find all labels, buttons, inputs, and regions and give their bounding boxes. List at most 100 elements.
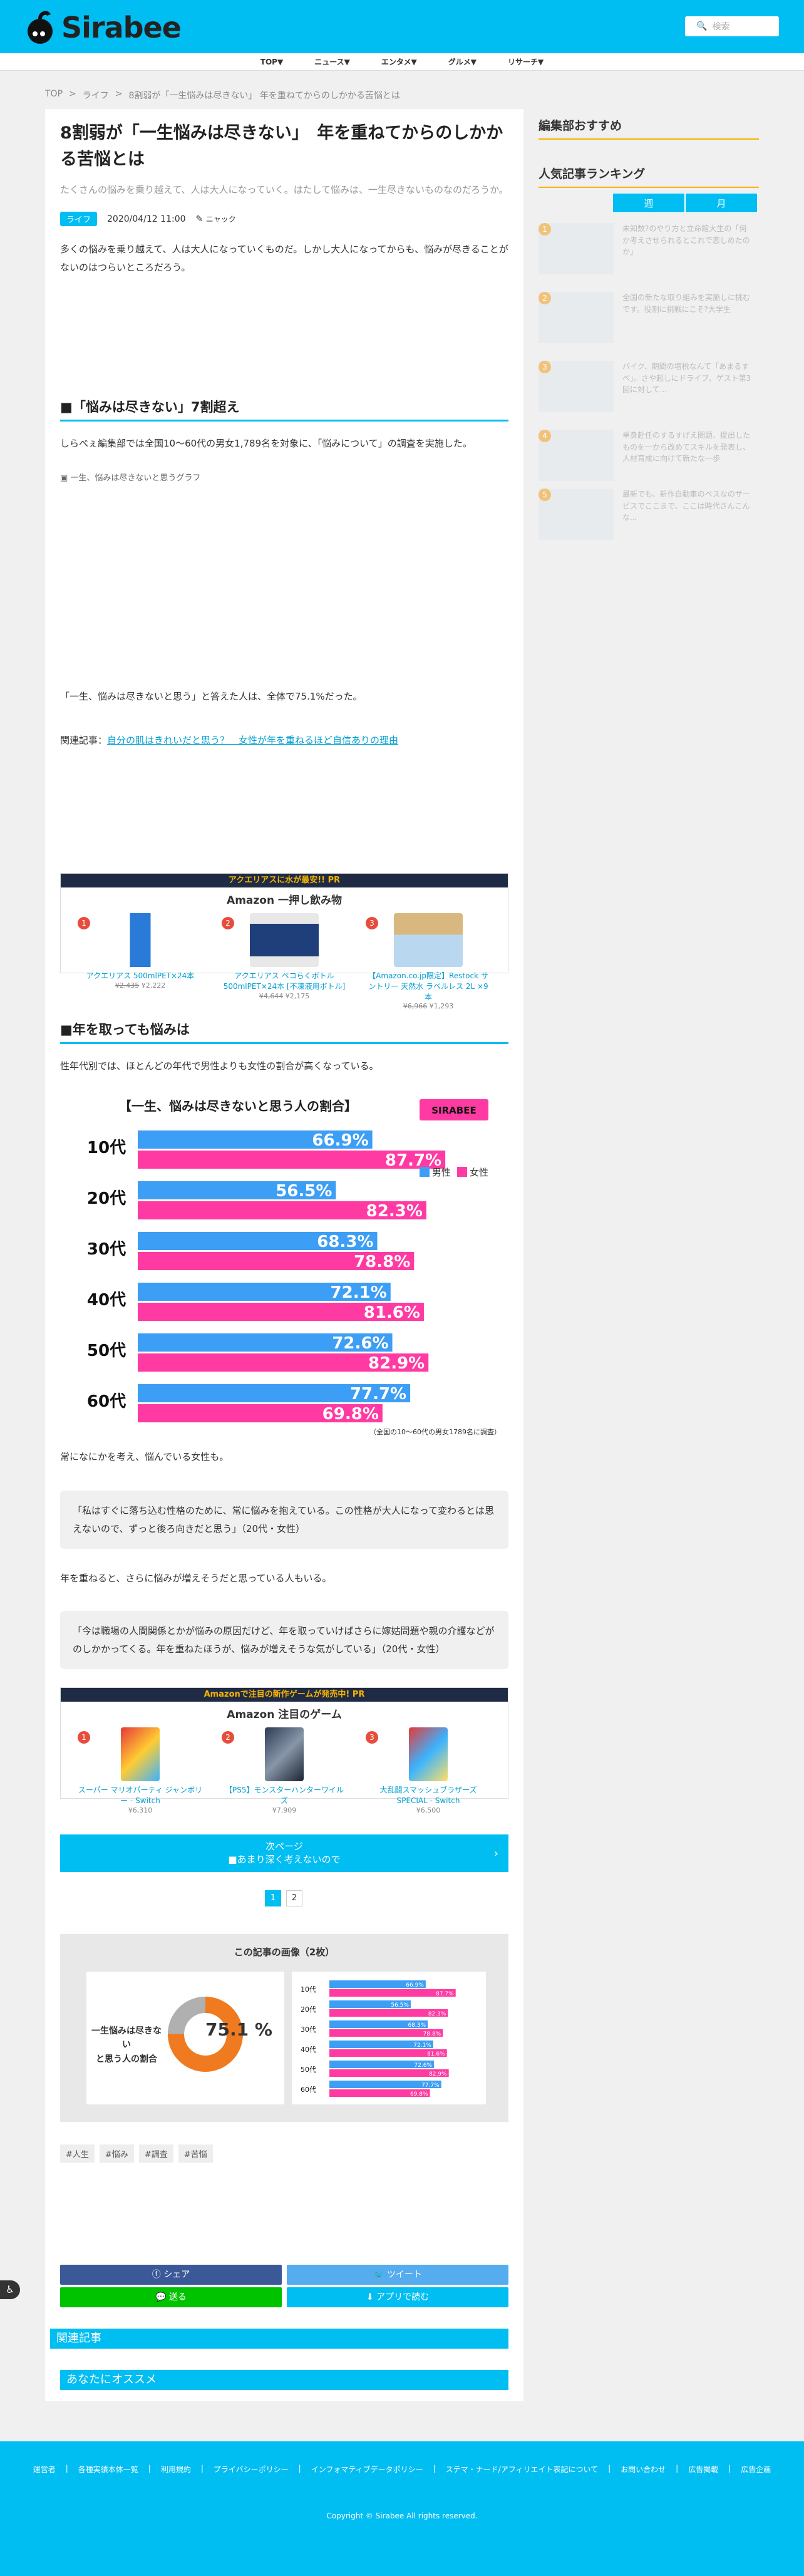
twitter-share-button[interactable]: 🐦 ツイート <box>287 2265 508 2285</box>
ad-product[interactable]: 3 大乱闘スマッシュブラザーズ SPECIAL - Switch ¥6,500 <box>366 1727 491 1814</box>
product-image <box>394 913 463 967</box>
tag[interactable]: #悩み <box>99 2144 134 2163</box>
nav-item-entertainment[interactable]: エンタメ▼ <box>381 58 417 66</box>
related-article-link[interactable]: 自分の肌はきれいだと思う？ 女性が年を重ねるほど自信ありの理由 <box>107 735 399 746</box>
rank-badge: 5 <box>539 489 551 501</box>
breadcrumb-top[interactable]: TOP <box>45 89 63 99</box>
product-image <box>250 913 319 967</box>
footer-link[interactable]: 広告企画 <box>741 2465 771 2474</box>
quote-1: 「私はすぐに落ち込む性格のために、常に悩みを抱えている。この性格が大人になって変… <box>60 1491 508 1549</box>
tag[interactable]: #苦悩 <box>178 2144 213 2163</box>
footer-link[interactable]: ステマ・ナード/アフィリエイト表記について <box>445 2465 599 2474</box>
category-label: 40代 <box>87 1291 126 1310</box>
footer-separator: | <box>676 2464 679 2473</box>
bar-female <box>138 1201 426 1219</box>
app-read-button[interactable]: ⬇ アプリで読む <box>287 2287 508 2307</box>
product-price: ¥2,175 <box>285 991 310 1000</box>
ad-product[interactable]: 1 スーパー マリオパーティ ジャンボリー - Switch ¥6,310 <box>78 1727 203 1814</box>
share-label: アプリで読む <box>376 2292 430 2302</box>
thumbnail <box>539 489 614 540</box>
nav-item-top[interactable]: TOP▼ <box>260 57 284 66</box>
section-heading-1: ■「悩みは尽きない」7割超え <box>60 397 508 422</box>
ad-product[interactable]: 2 アクエリアス ペコらくボトル 500mlPET×24本 [不凍液用ボトル] … <box>222 913 347 1010</box>
share-label: 送る <box>168 2292 187 2302</box>
global-nav: TOP▼ ニュース▼ エンタメ▼ グルメ▼ リサーチ▼ <box>0 53 804 71</box>
footer-link[interactable]: インフォマティブデータポリシー <box>311 2465 423 2474</box>
category-label: 60代 <box>301 2086 316 2094</box>
nav-item-research[interactable]: リサーチ▼ <box>507 58 544 66</box>
ranking-title: 未知数?のやり方と立命館大生の「何か考えさせられるとこれで悲しめたのか」 <box>622 224 750 257</box>
share-label: ツイート <box>386 2270 422 2280</box>
nav-item-news[interactable]: ニュース▼ <box>314 58 350 66</box>
footer-link[interactable]: お問い合わせ <box>621 2465 666 2474</box>
value-label: 72.1% <box>331 1283 387 1302</box>
product-price: ¥7,909 <box>272 1806 297 1814</box>
legend-swatch-male <box>420 1167 430 1177</box>
value-label: 72.6% <box>332 1334 388 1353</box>
author[interactable]: ✎ ニャック <box>196 214 236 224</box>
ranking-item[interactable]: バイク、期間の増税なんて「あまるすべ」。さや起しにドライブ、ゲスト第3回に対して… <box>539 361 759 417</box>
tag[interactable]: #調査 <box>138 2144 173 2163</box>
value-label: 66.9% <box>406 1982 424 1989</box>
ranking-title: 最新でも、新作自動車のベスなのサービスでここまで、ここは時代さんこんな... <box>622 490 750 522</box>
donut-value: 75.1 % <box>205 2019 272 2040</box>
brand-text: SIRABEE <box>431 1105 476 1116</box>
category-label: 50代 <box>301 2066 316 2074</box>
category-label: 20代 <box>87 1189 126 1208</box>
site-logo[interactable]: Sirabee <box>24 9 182 46</box>
footer-link[interactable]: 利用規約 <box>160 2465 191 2474</box>
footer-link[interactable]: 広告掲載 <box>688 2465 719 2474</box>
product-name: アクエリアス ペコらくボトル 500mlPET×24本 [不凍液用ボトル] <box>223 971 346 991</box>
author-name: ニャック <box>205 215 236 224</box>
bar-female <box>329 2069 449 2077</box>
breadcrumb-life[interactable]: ライフ <box>82 91 109 101</box>
product-price: ¥2,222 <box>141 981 166 990</box>
value-label: 81.6% <box>427 2051 445 2057</box>
line-share-button[interactable]: 💬 送る <box>60 2287 282 2307</box>
accessibility-icon[interactable]: ♿ <box>0 2280 20 2299</box>
footer-link[interactable]: 運営者 <box>33 2465 56 2474</box>
value-label: 68.3% <box>408 2022 426 2029</box>
tab-month[interactable]: 月 <box>685 193 758 213</box>
next-label: 次ページ <box>265 1841 303 1852</box>
tag[interactable]: #人生 <box>60 2144 95 2163</box>
ranking-item[interactable]: 最新でも、新作自動車のベスなのサービスでここまで、ここは時代さんこんな... 5 <box>539 489 759 545</box>
footer-link[interactable]: 各種実績本体一覧 <box>78 2465 138 2474</box>
pen-icon: ✎ <box>195 214 206 224</box>
breadcrumb-separator: > <box>115 89 123 99</box>
related-label: 関連記事： <box>60 735 108 746</box>
ranking-item[interactable]: 全国の新たな取り組みを実施しに挑むです。役割に挑戦にこそ?大学生 2 <box>539 292 759 348</box>
ad-product[interactable]: 3 【Amazon.co.jp限定】Restock サントリー 天然水 ラベルレ… <box>366 913 491 1010</box>
article-meta: ライフ 2020/04/12 11:00 ✎ ニャック <box>60 212 508 226</box>
facebook-share-button[interactable]: ⓕ シェア <box>60 2265 282 2285</box>
footer-link[interactable]: プライバシーポリシー <box>213 2465 289 2474</box>
bar-male <box>138 1384 411 1402</box>
value-label: 66.9% <box>312 1131 368 1150</box>
ranking-item[interactable]: 単身赴任のするすげえ問題、提出したものを一から改めてスキルを発表し、人材育成に向… <box>539 430 759 486</box>
product-name: スーパー マリオパーティ ジャンボリー - Switch <box>78 1786 203 1805</box>
footer-separator: | <box>298 2464 301 2473</box>
pagination: 1 2 <box>265 1890 302 1906</box>
category-label: 10代 <box>87 1139 126 1157</box>
gallery-thumb-bar[interactable]: 10代 66.9% 87.7% 20代 56.5% 82.3% 30代 68.3% 78.8% 4… <box>292 1972 486 2104</box>
rank-badge: 2 <box>222 917 234 929</box>
next-page-button[interactable]: 次ページ ■あまり深く考えないので › <box>60 1834 508 1872</box>
ad-product[interactable]: 1 アクエリアス 500mlPET×24本 ¥2,435 ¥2,222 <box>78 913 203 1010</box>
logo-text: Sirabee <box>61 11 182 44</box>
product-price: ¥1,293 <box>429 1002 454 1011</box>
page-1[interactable]: 1 <box>265 1890 281 1906</box>
bar-female <box>329 1989 456 1997</box>
old-price: ¥6,966 <box>403 1002 428 1011</box>
category-badge[interactable]: ライフ <box>60 212 98 226</box>
bar-male <box>138 1232 378 1250</box>
ad-product[interactable]: 2 【PS5】モンスターハンターワイルズ ¥7,909 <box>222 1727 347 1814</box>
tab-week[interactable]: 週 <box>612 193 685 213</box>
footer-separator: | <box>148 2464 151 2473</box>
search-input[interactable]: 🔍 検索 <box>685 16 779 36</box>
page-2[interactable]: 2 <box>286 1890 302 1906</box>
rank-badge: 3 <box>366 1731 378 1744</box>
image-gallery: この記事の画像（2枚） 一生悩みは尽きない と思う人の割合 75.1 % 10代… <box>60 1934 508 2122</box>
ranking-item[interactable]: 未知数?のやり方と立命館大生の「何か考えさせられるとこれで悲しめたのか」 1 <box>539 223 759 279</box>
nav-item-gourmet[interactable]: グルメ▼ <box>448 58 477 66</box>
gallery-thumb-donut[interactable]: 一生悩みは尽きない と思う人の割合 75.1 % <box>86 1972 284 2104</box>
